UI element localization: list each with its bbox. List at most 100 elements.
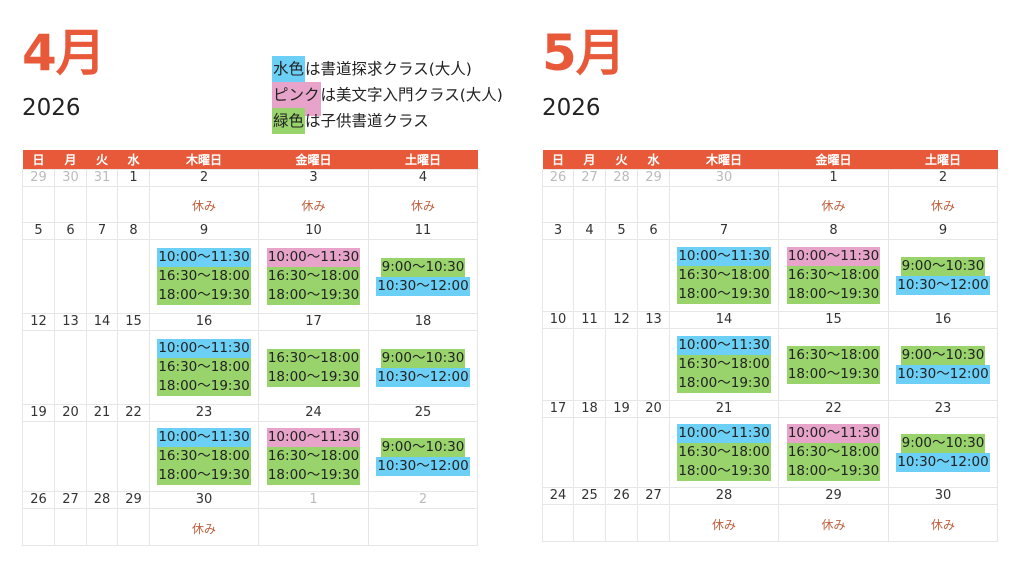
day-cell[interactable]: 休み	[888, 186, 998, 223]
day-cell[interactable]: 10:00〜11:30 16:30〜18:00 18:00〜19:30	[669, 328, 779, 401]
day-cell[interactable]: 9:00〜10:30 10:30〜12:00	[888, 328, 998, 401]
day-number[interactable]: 1	[258, 491, 369, 509]
day-cell[interactable]	[22, 330, 55, 405]
day-cell[interactable]: 9:00〜10:30 10:30〜12:00	[888, 239, 998, 312]
day-number[interactable]: 2	[368, 491, 478, 509]
day-number[interactable]: 14	[86, 313, 118, 331]
day-cell[interactable]: 休み	[149, 508, 259, 546]
day-cell[interactable]	[573, 186, 606, 223]
day-cell[interactable]	[573, 417, 606, 488]
class-slot-green[interactable]: 9:00〜10:30	[900, 345, 986, 365]
day-cell[interactable]	[637, 239, 670, 312]
day-number[interactable]: 16	[888, 311, 998, 329]
class-slot-green[interactable]: 9:00〜10:30	[380, 437, 466, 457]
day-cell[interactable]: 10:00〜11:30 16:30〜18:00 18:00〜19:30	[149, 330, 259, 405]
day-cell[interactable]	[54, 421, 87, 492]
day-cell[interactable]: 9:00〜10:30 10:30〜12:00	[368, 421, 478, 492]
class-slot-blue[interactable]: 10:00〜11:30	[157, 339, 251, 358]
day-number[interactable]: 25	[368, 404, 478, 422]
class-slot-green[interactable]: 18:00〜19:30	[677, 462, 771, 481]
class-slot-green[interactable]: 18:00〜19:30	[786, 285, 881, 304]
day-number[interactable]: 27	[573, 169, 606, 187]
class-slot-green[interactable]: 9:00〜10:30	[900, 256, 986, 276]
day-number[interactable]: 8	[117, 222, 150, 240]
day-cell[interactable]: 休み	[258, 186, 369, 223]
class-slot-green[interactable]: 18:00〜19:30	[266, 466, 361, 485]
day-number[interactable]: 6	[54, 222, 87, 240]
day-cell[interactable]	[368, 508, 478, 546]
day-cell[interactable]	[542, 417, 574, 488]
day-number[interactable]: 7	[669, 222, 779, 240]
class-slot-green[interactable]: 18:00〜19:30	[786, 364, 881, 384]
class-slot-blue[interactable]: 10:30〜12:00	[376, 367, 470, 387]
day-cell[interactable]	[86, 508, 118, 546]
day-cell[interactable]	[542, 504, 574, 542]
day-number[interactable]: 10	[258, 222, 369, 240]
day-number[interactable]: 23	[149, 404, 259, 422]
class-slot-green[interactable]: 9:00〜10:30	[380, 348, 466, 368]
day-cell[interactable]: 10:00〜11:30 16:30〜18:00 18:00〜19:30	[149, 421, 259, 492]
day-cell[interactable]: 休み	[149, 186, 259, 223]
day-cell[interactable]	[117, 421, 150, 492]
day-number[interactable]: 2	[888, 169, 998, 187]
class-slot-green[interactable]: 18:00〜19:30	[266, 367, 361, 387]
class-slot-blue[interactable]: 10:30〜12:00	[376, 456, 470, 476]
day-number[interactable]: 13	[54, 313, 87, 331]
class-slot-green[interactable]: 9:00〜10:30	[900, 433, 986, 453]
day-cell[interactable]: 16:30〜18:00 18:00〜19:30	[258, 330, 369, 405]
class-slot-blue[interactable]: 10:30〜12:00	[376, 276, 470, 296]
day-cell[interactable]	[573, 504, 606, 542]
day-cell[interactable]: 休み	[778, 504, 889, 542]
day-cell[interactable]: 10:00〜11:30 16:30〜18:00 18:00〜19:30	[669, 239, 779, 312]
day-number[interactable]: 19	[605, 400, 638, 418]
day-number[interactable]: 9	[888, 222, 998, 240]
day-number[interactable]: 20	[54, 404, 87, 422]
class-slot-pink[interactable]: 10:00〜11:30	[786, 247, 881, 266]
class-slot-green[interactable]: 16:30〜18:00	[786, 443, 881, 462]
day-cell[interactable]	[54, 239, 87, 314]
day-number[interactable]: 7	[86, 222, 118, 240]
day-cell[interactable]	[542, 239, 574, 312]
day-cell[interactable]	[22, 508, 55, 546]
class-slot-green[interactable]: 16:30〜18:00	[157, 447, 251, 466]
day-number[interactable]: 30	[669, 169, 779, 187]
day-cell[interactable]	[637, 328, 670, 401]
day-cell[interactable]: 10:00〜11:30 16:30〜18:00 18:00〜19:30	[778, 239, 889, 312]
class-slot-green[interactable]: 18:00〜19:30	[677, 374, 771, 393]
day-number[interactable]: 29	[637, 169, 670, 187]
day-cell[interactable]	[573, 328, 606, 401]
day-cell[interactable]	[258, 508, 369, 546]
day-number[interactable]: 22	[778, 400, 889, 418]
day-number[interactable]: 21	[669, 400, 779, 418]
day-cell[interactable]	[605, 417, 638, 488]
day-number[interactable]: 31	[86, 169, 118, 187]
class-slot-blue[interactable]: 10:30〜12:00	[896, 364, 990, 384]
day-cell[interactable]: 9:00〜10:30 10:30〜12:00	[368, 239, 478, 314]
day-cell[interactable]: 16:30〜18:00 18:00〜19:30	[778, 328, 889, 401]
day-cell[interactable]	[117, 330, 150, 405]
day-number[interactable]: 5	[605, 222, 638, 240]
day-cell[interactable]	[54, 186, 87, 223]
day-number[interactable]: 20	[637, 400, 670, 418]
day-number[interactable]: 30	[888, 487, 998, 505]
class-slot-green[interactable]: 16:30〜18:00	[266, 348, 361, 368]
class-slot-blue[interactable]: 10:30〜12:00	[896, 452, 990, 472]
day-number[interactable]: 4	[573, 222, 606, 240]
day-number[interactable]: 16	[149, 313, 259, 331]
day-number[interactable]: 12	[22, 313, 55, 331]
day-cell[interactable]	[22, 239, 55, 314]
day-number[interactable]: 4	[368, 169, 478, 187]
day-cell[interactable]	[637, 186, 670, 223]
day-cell[interactable]: 9:00〜10:30 10:30〜12:00	[888, 417, 998, 488]
day-cell[interactable]	[669, 186, 779, 223]
day-number[interactable]: 26	[542, 169, 574, 187]
day-cell[interactable]	[605, 328, 638, 401]
class-slot-green[interactable]: 16:30〜18:00	[157, 267, 251, 286]
day-number[interactable]: 30	[54, 169, 87, 187]
class-slot-green[interactable]: 18:00〜19:30	[677, 285, 771, 304]
day-cell[interactable]	[542, 186, 574, 223]
day-number[interactable]: 29	[778, 487, 889, 505]
class-slot-green[interactable]: 16:30〜18:00	[677, 355, 771, 374]
day-number[interactable]: 24	[542, 487, 574, 505]
day-number[interactable]: 23	[888, 400, 998, 418]
